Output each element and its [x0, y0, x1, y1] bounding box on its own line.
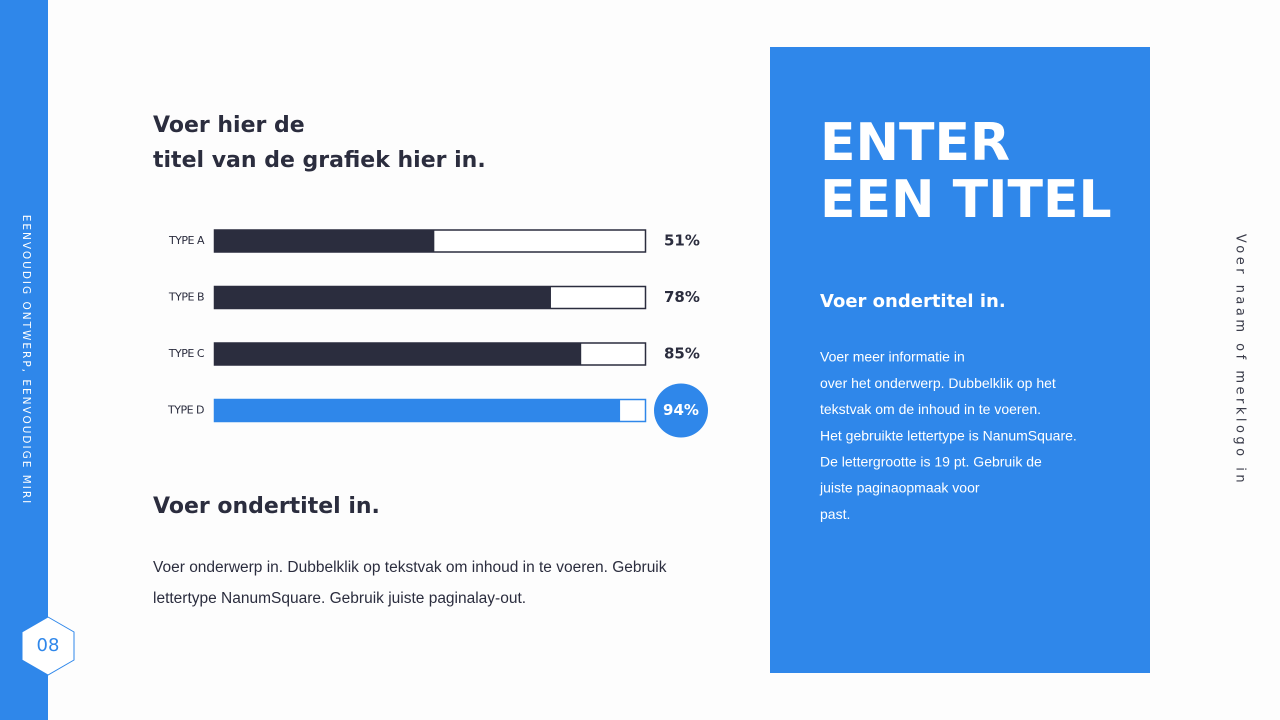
- chart-title: Voer hier de: [153, 113, 305, 138]
- chart-title: titel van de grafiek hier in.: [153, 148, 486, 173]
- panel-body-line: past.: [820, 506, 850, 522]
- value-label: 94%: [663, 401, 699, 419]
- panel-body-line: juiste paginaopmaak voor: [819, 480, 980, 496]
- page-badge: [21, 616, 75, 676]
- panel-body-line: Voer meer informatie in: [820, 349, 965, 365]
- category-label: TYPE A: [168, 234, 205, 247]
- body-text: lettertype NanumSquare. Gebruik juiste p…: [153, 590, 526, 607]
- bar: [214, 230, 435, 252]
- chart: TYPE A 51% TYPE B 78% TYPE C 85% TYPE D 94%: [167, 229, 708, 438]
- panel-body-line: tekstvak om de inhoud in te voeren.: [820, 401, 1041, 417]
- bar: [214, 286, 551, 309]
- panel-body: Voer meer informatie in over het onderwer…: [819, 349, 1077, 522]
- sidebar-text: EENVOUDIG ONTWERP, EENVOUDIGE MIRI: [20, 215, 32, 506]
- category-label: TYPE C: [168, 347, 205, 360]
- bar: [214, 399, 621, 422]
- value-label: 78%: [664, 288, 700, 306]
- panel-body-line: over het onderwerp. Dubbelklik op het: [820, 375, 1056, 391]
- value-label: 85%: [664, 345, 700, 363]
- panel-subtitle: Voer ondertitel in.: [820, 291, 1006, 312]
- sidebar: [0, 0, 48, 720]
- panel-body-line: De lettergrootte is 19 pt. Gebruik de: [820, 454, 1042, 470]
- value-label: 51%: [664, 232, 700, 250]
- panel: [770, 47, 1150, 673]
- side-note: Voer naam of merklogo in: [1233, 234, 1248, 486]
- page-number: 08: [37, 635, 60, 656]
- category-label: TYPE B: [168, 291, 204, 304]
- panel-body-line: Het gebruikte lettertype is NanumSquare.: [820, 427, 1077, 443]
- value-badge: [654, 383, 708, 438]
- panel-title: ENTER: [820, 113, 1010, 173]
- category-label: TYPE D: [167, 404, 204, 417]
- panel-title: EEN TITEL: [820, 170, 1112, 230]
- subtitle: Voer ondertitel in.: [153, 494, 380, 519]
- body-text: Voer onderwerp in. Dubbelklik op tekstva…: [153, 559, 667, 576]
- bar: [214, 343, 582, 365]
